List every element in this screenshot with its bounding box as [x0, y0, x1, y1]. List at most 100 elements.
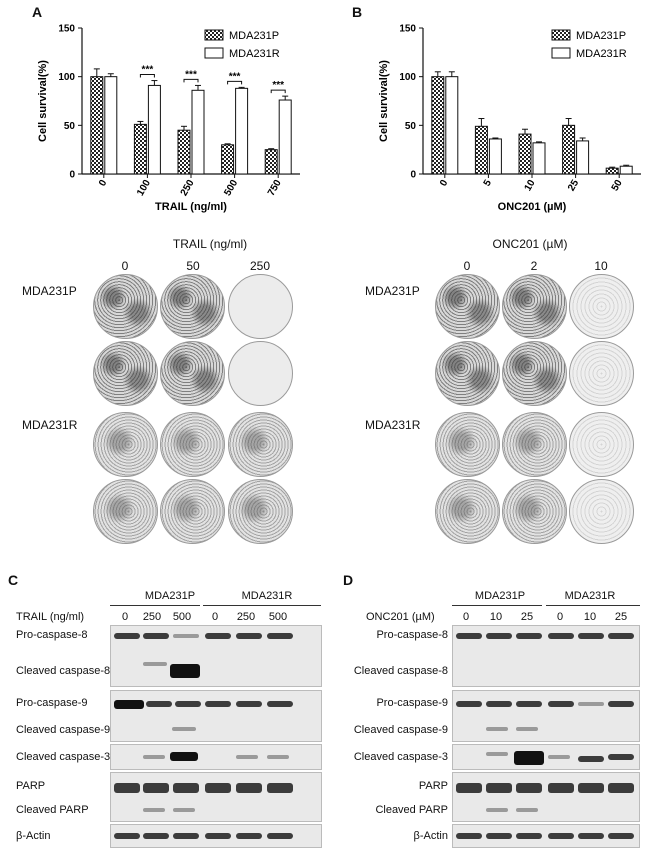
wb-c-dose-2: 500	[172, 611, 192, 623]
wb-d-band	[516, 808, 538, 812]
wb-c-group-line-p	[110, 605, 200, 606]
wb-d-label-1: Cleaved caspase-8	[353, 665, 448, 677]
plate-right-r-2-10	[569, 479, 634, 544]
bar-p	[264, 149, 278, 175]
wb-d-band	[486, 833, 512, 839]
plate-right-p-1-2	[502, 274, 567, 339]
wb-d-dose-0: 0	[462, 611, 470, 623]
significance-bracket	[270, 89, 286, 94]
wb-d-dose-2: 25	[520, 611, 534, 623]
plate-left-p-2-0	[93, 341, 158, 406]
wb-d-dose-4: 10	[583, 611, 597, 623]
wb-d-band	[608, 633, 634, 639]
y-tick-label: 0	[69, 170, 75, 181]
significance-label: ***	[229, 71, 241, 82]
wb-c-band	[236, 783, 262, 793]
wb-c-dose-4: 250	[236, 611, 256, 623]
plate-left-r-2-0	[93, 479, 158, 544]
wb-c-band	[205, 633, 231, 639]
wb-d-band	[548, 701, 574, 707]
y-tick-label: 50	[64, 121, 76, 132]
y-axis-label: Cell survival(%)	[37, 60, 49, 142]
wb-d-label-5: PARP	[418, 780, 448, 792]
colony-left-row-p: MDA231P	[22, 284, 77, 298]
legend-swatch-r	[204, 47, 224, 59]
y-axis-label: Cell survival(%)	[378, 60, 390, 142]
panel-letter-c: C	[8, 572, 19, 588]
colony-left-dose-0: 0	[121, 259, 129, 273]
wb-d-group-line-p	[452, 605, 542, 606]
wb-d-label-4: Cleaved caspase-3	[353, 751, 448, 763]
wb-c-group-line-r	[203, 605, 321, 606]
x-tick-label: 25	[566, 178, 581, 194]
y-tick-label: 0	[410, 170, 416, 181]
colony-right-row-p: MDA231P	[365, 284, 420, 298]
bar-r	[445, 76, 459, 175]
plate-left-p-2-250	[228, 341, 293, 406]
wb-c-band	[267, 833, 293, 839]
plate-right-p-2-2	[502, 341, 567, 406]
x-tick-label: 0	[97, 178, 110, 189]
wb-d-blot-casp9	[452, 690, 640, 742]
wb-d-dose-5: 25	[614, 611, 628, 623]
wb-c-band	[170, 752, 198, 761]
wb-d-band	[548, 755, 570, 759]
wb-c-band	[205, 783, 231, 793]
wb-d-band	[516, 727, 538, 731]
x-tick-label: 250	[179, 178, 197, 198]
x-tick-label: 10	[523, 178, 538, 194]
colony-right-row-r: MDA231R	[365, 418, 421, 432]
wb-c-group-r: MDA231R	[241, 590, 293, 602]
x-tick-label: 5	[482, 178, 495, 189]
x-tick-label: 50	[610, 178, 625, 194]
wb-c-band	[205, 833, 231, 839]
panel-letter-d: D	[343, 572, 354, 588]
wb-d-band	[456, 633, 482, 639]
wb-c-band	[143, 808, 165, 812]
wb-d-label-3: Cleaved caspase-9	[353, 724, 448, 736]
x-axis-label: ONC201 (µM)	[498, 201, 567, 213]
plate-right-r-1-0	[435, 412, 500, 477]
wb-c-band	[173, 808, 195, 812]
wb-c-label-1: Cleaved caspase-8	[16, 665, 111, 677]
wb-d-band	[548, 633, 574, 639]
wb-c-dose-1: 250	[142, 611, 162, 623]
wb-d-band	[486, 783, 512, 793]
wb-d-band	[486, 727, 508, 731]
plate-right-r-2-2	[502, 479, 567, 544]
wb-d-band	[516, 783, 542, 793]
wb-c-band	[173, 634, 199, 638]
wb-d-band	[578, 702, 604, 706]
wb-d-band	[516, 701, 542, 707]
plate-left-r-2-250	[228, 479, 293, 544]
wb-d-band	[578, 633, 604, 639]
wb-d-band	[516, 833, 542, 839]
wb-c-band	[114, 833, 140, 839]
bar-p	[133, 123, 147, 175]
legend-swatch-r	[551, 47, 571, 59]
plate-right-r-1-2	[502, 412, 567, 477]
plate-left-r-1-50	[160, 412, 225, 477]
wb-d-band	[514, 751, 544, 765]
plate-left-r-2-50	[160, 479, 225, 544]
wb-d-band	[486, 701, 512, 707]
wb-c-dose-5: 500	[268, 611, 288, 623]
wb-c-blot-casp3	[110, 744, 322, 770]
bar-r	[235, 87, 249, 175]
bar-r	[278, 99, 292, 175]
bar-p	[474, 125, 488, 175]
wb-c-band	[114, 783, 140, 793]
wb-c-label-3: Cleaved caspase-9	[16, 724, 111, 736]
wb-d-group-line-r	[546, 605, 640, 606]
wb-c-group-p: MDA231P	[144, 590, 196, 602]
wb-c-band	[143, 755, 165, 759]
wb-d-label-2: Pro-caspase-9	[376, 697, 448, 709]
legend-label: MDA231R	[229, 48, 280, 60]
plate-left-r-1-250	[228, 412, 293, 477]
plate-left-p-1-0	[93, 274, 158, 339]
colony-left-title: TRAIL (ng/ml)	[172, 237, 248, 251]
wb-c-dose-0: 0	[121, 611, 129, 623]
plate-left-p-1-50	[160, 274, 225, 339]
wb-d-band	[608, 701, 634, 707]
